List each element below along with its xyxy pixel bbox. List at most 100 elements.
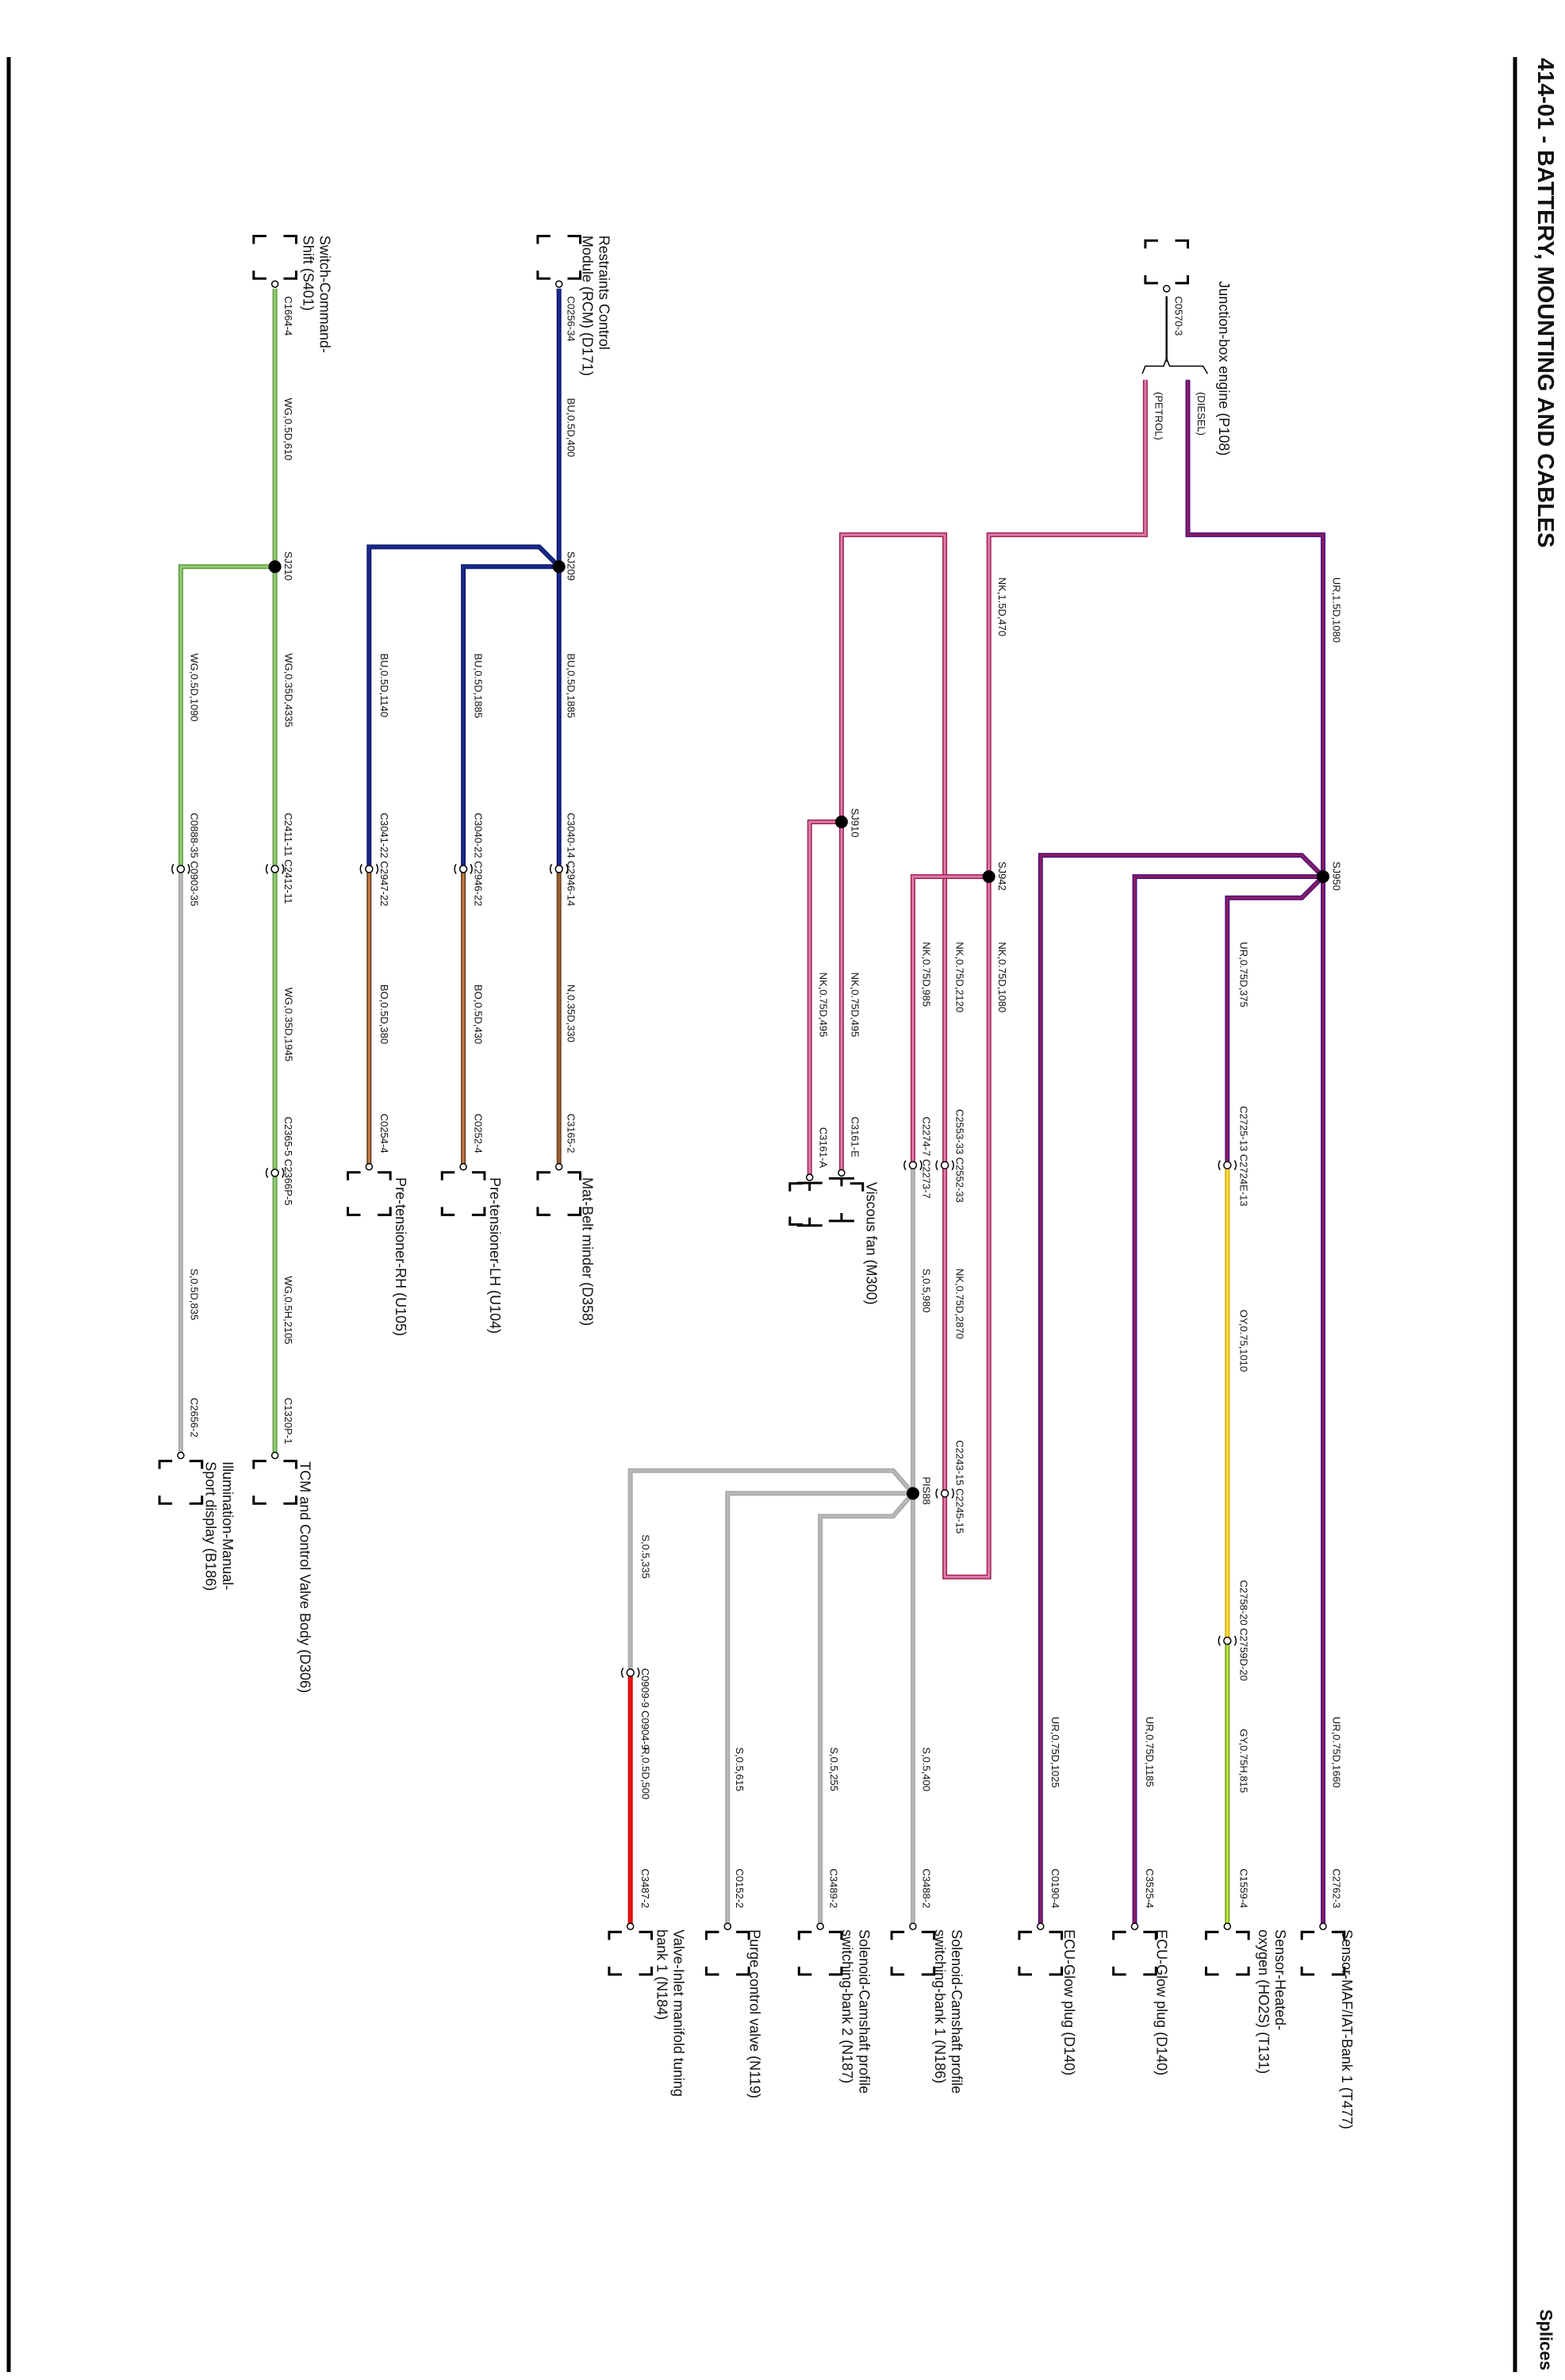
component-viscous-fan[interactable] <box>788 1182 865 1226</box>
inline-connector-icon <box>1218 1160 1237 1171</box>
connector-label: C3161-A <box>817 1127 829 1169</box>
component-purge-valve[interactable] <box>704 1922 750 1976</box>
wire-nk-495 <box>807 820 842 1178</box>
component-inlet-valve[interactable] <box>608 1922 654 1976</box>
inline-connector-icon <box>265 863 285 874</box>
connector-label: C3487-2 <box>639 1868 651 1908</box>
inline-connector-icon <box>903 1160 923 1171</box>
inline-connector-icon <box>454 863 473 874</box>
connector-label: C3525-4 <box>1144 1868 1156 1908</box>
wire-label: BU,0.5D,400 <box>565 398 577 457</box>
component-camshaft-bank1[interactable] <box>890 1922 936 1976</box>
connector-label: C3161-E <box>849 1116 861 1157</box>
connector-label: C0256-34 <box>565 296 577 341</box>
component-label: Pre-tensioner-RH (U105) <box>393 1177 409 1336</box>
component-label: Valve-Inlet manifold tuning <box>671 1929 687 2097</box>
component-label: TCM and Control Valve Body (D306) <box>297 1461 313 1693</box>
component-label: Sensor-MAF/IAT-Bank 1 (T477) <box>1339 1929 1355 2129</box>
wire-nk-2120 <box>838 532 948 1494</box>
connector-label: C2243-15 C2245-15 <box>954 1440 966 1534</box>
component-pretensioner-lh[interactable] <box>440 1162 486 1216</box>
wire-ur-1080 <box>1185 379 1325 1927</box>
wire-label: BU,0.5D,1885 <box>565 653 577 718</box>
connector-label: C1664-4 <box>282 296 294 336</box>
connector-label: C3488-2 <box>920 1868 932 1908</box>
connector-pin-c3161e[interactable] <box>828 1169 854 1223</box>
component-pretensioner-rh[interactable] <box>347 1162 392 1216</box>
connector-pin-c3161a[interactable] <box>796 1173 823 1227</box>
inline-connector-icon <box>935 1488 954 1499</box>
connector-label: C2274-7 C2273-7 <box>920 1116 932 1198</box>
inline-connector-icon <box>550 863 569 874</box>
wire-s-335 <box>627 1468 915 1673</box>
connector-label: C0254-4 <box>378 1114 390 1154</box>
connector-label: C2758-20 C2759D-20 <box>1238 1580 1250 1681</box>
wire-ur-375 <box>1225 874 1325 1165</box>
wire-bu-1140 <box>366 544 561 869</box>
variant-label: (DIESEL) <box>1195 392 1207 436</box>
component-label: switching-bank 1 (N186) <box>932 1929 948 2083</box>
wire-label: S,0.5,980 <box>920 1269 932 1313</box>
wire-s-615 <box>725 1491 913 1927</box>
component-switch-shift[interactable] <box>252 234 297 288</box>
wire-label: BO,0.5D,380 <box>378 985 390 1044</box>
wire-label: NK,0.75D,2870 <box>954 1269 966 1339</box>
connector-label: C2553-33 C2552-33 <box>954 1109 966 1203</box>
inline-connector-icon <box>359 863 379 874</box>
component-label: oxygen (HO2S) (T131) <box>1256 1929 1272 2074</box>
splice-label: SJ950 <box>1330 862 1342 891</box>
wire-ur-1185 <box>1132 874 1323 1927</box>
component-maf[interactable] <box>1300 1922 1346 1976</box>
splice-dot-sj210 <box>268 560 282 574</box>
wire-label: WG,0.5H,2105 <box>282 1276 294 1345</box>
connector-label: C0190-4 <box>1049 1868 1061 1908</box>
connector-label: C3165-2 <box>565 1114 577 1154</box>
wire-label: NK,0.75D,495 <box>850 973 861 1038</box>
inline-connector-icon <box>171 863 190 874</box>
component-ho2s[interactable] <box>1205 1922 1250 1976</box>
component-tcm[interactable] <box>252 1451 297 1505</box>
wire-label: OY,0.75,1010 <box>1238 1310 1250 1372</box>
variant-brace <box>1141 356 1209 374</box>
wire-label: NK,0.75D,2120 <box>954 942 966 1012</box>
component-label: Solenoid-Camshaft profile <box>856 1929 872 2094</box>
component-mat-belt-minder[interactable] <box>536 1162 582 1216</box>
component-label: Junction-box engine (P108) <box>1216 281 1232 455</box>
component-label: Sensor-Heated- <box>1272 1929 1288 2030</box>
wire-label: WG,0.35D,4335 <box>282 653 294 727</box>
wire-label: WG,0.5D,610 <box>282 398 294 461</box>
component-label: ECU-Glow plug (D140) <box>1061 1929 1077 2075</box>
wire-label: NK,0.75D,1080 <box>996 942 1008 1012</box>
wire-nk-985 <box>910 874 989 1165</box>
wire-label: UR,0.75D,375 <box>1238 942 1250 1007</box>
component-junction-box[interactable] <box>1144 239 1190 293</box>
connector-label: C1559-4 <box>1238 1868 1250 1908</box>
connector-label: C3041-22 C2947-22 <box>378 813 390 907</box>
component-camshaft-bank2[interactable] <box>797 1922 843 1976</box>
component-rcm[interactable] <box>536 234 582 288</box>
component-glow-plug-1[interactable] <box>1112 1922 1157 1976</box>
connector-label: C0909-9 C0904-9 <box>639 1668 651 1750</box>
component-label: Mat-Belt minder (D358) <box>580 1177 596 1326</box>
component-illumination[interactable] <box>158 1451 204 1505</box>
wire-label: BO,0.5D,430 <box>472 985 484 1044</box>
wire-ur-1025 <box>1038 853 1325 1927</box>
connector-label: C3040-14 C2946-14 <box>565 812 577 906</box>
splice-label: SJ209 <box>565 551 577 581</box>
splice-label: SJ942 <box>996 862 1008 891</box>
component-label: Module (RCM) (D171) <box>580 236 596 376</box>
wire-wg-1090 <box>178 564 275 869</box>
wire-label: NK,0.75D,495 <box>817 973 829 1038</box>
component-glow-plug-2[interactable] <box>1018 1922 1064 1976</box>
page-title: 414-01 - BATTERY, MOUNTING AND CABLES <box>1532 58 1558 548</box>
component-label: ECU-Glow plug (D140) <box>1154 1929 1170 2075</box>
splice-dot-sj209 <box>552 560 566 574</box>
wire-label: WG,0.35D,1945 <box>282 988 294 1061</box>
connector-label: C2365-5 C2366P-5 <box>282 1116 294 1205</box>
wire-label: UR,0.75D,1660 <box>1330 1717 1342 1788</box>
variant-label: (PETROL) <box>1153 392 1165 440</box>
wire-s-255 <box>818 1491 915 1927</box>
component-label: bank 1 (N184) <box>654 1929 670 2020</box>
